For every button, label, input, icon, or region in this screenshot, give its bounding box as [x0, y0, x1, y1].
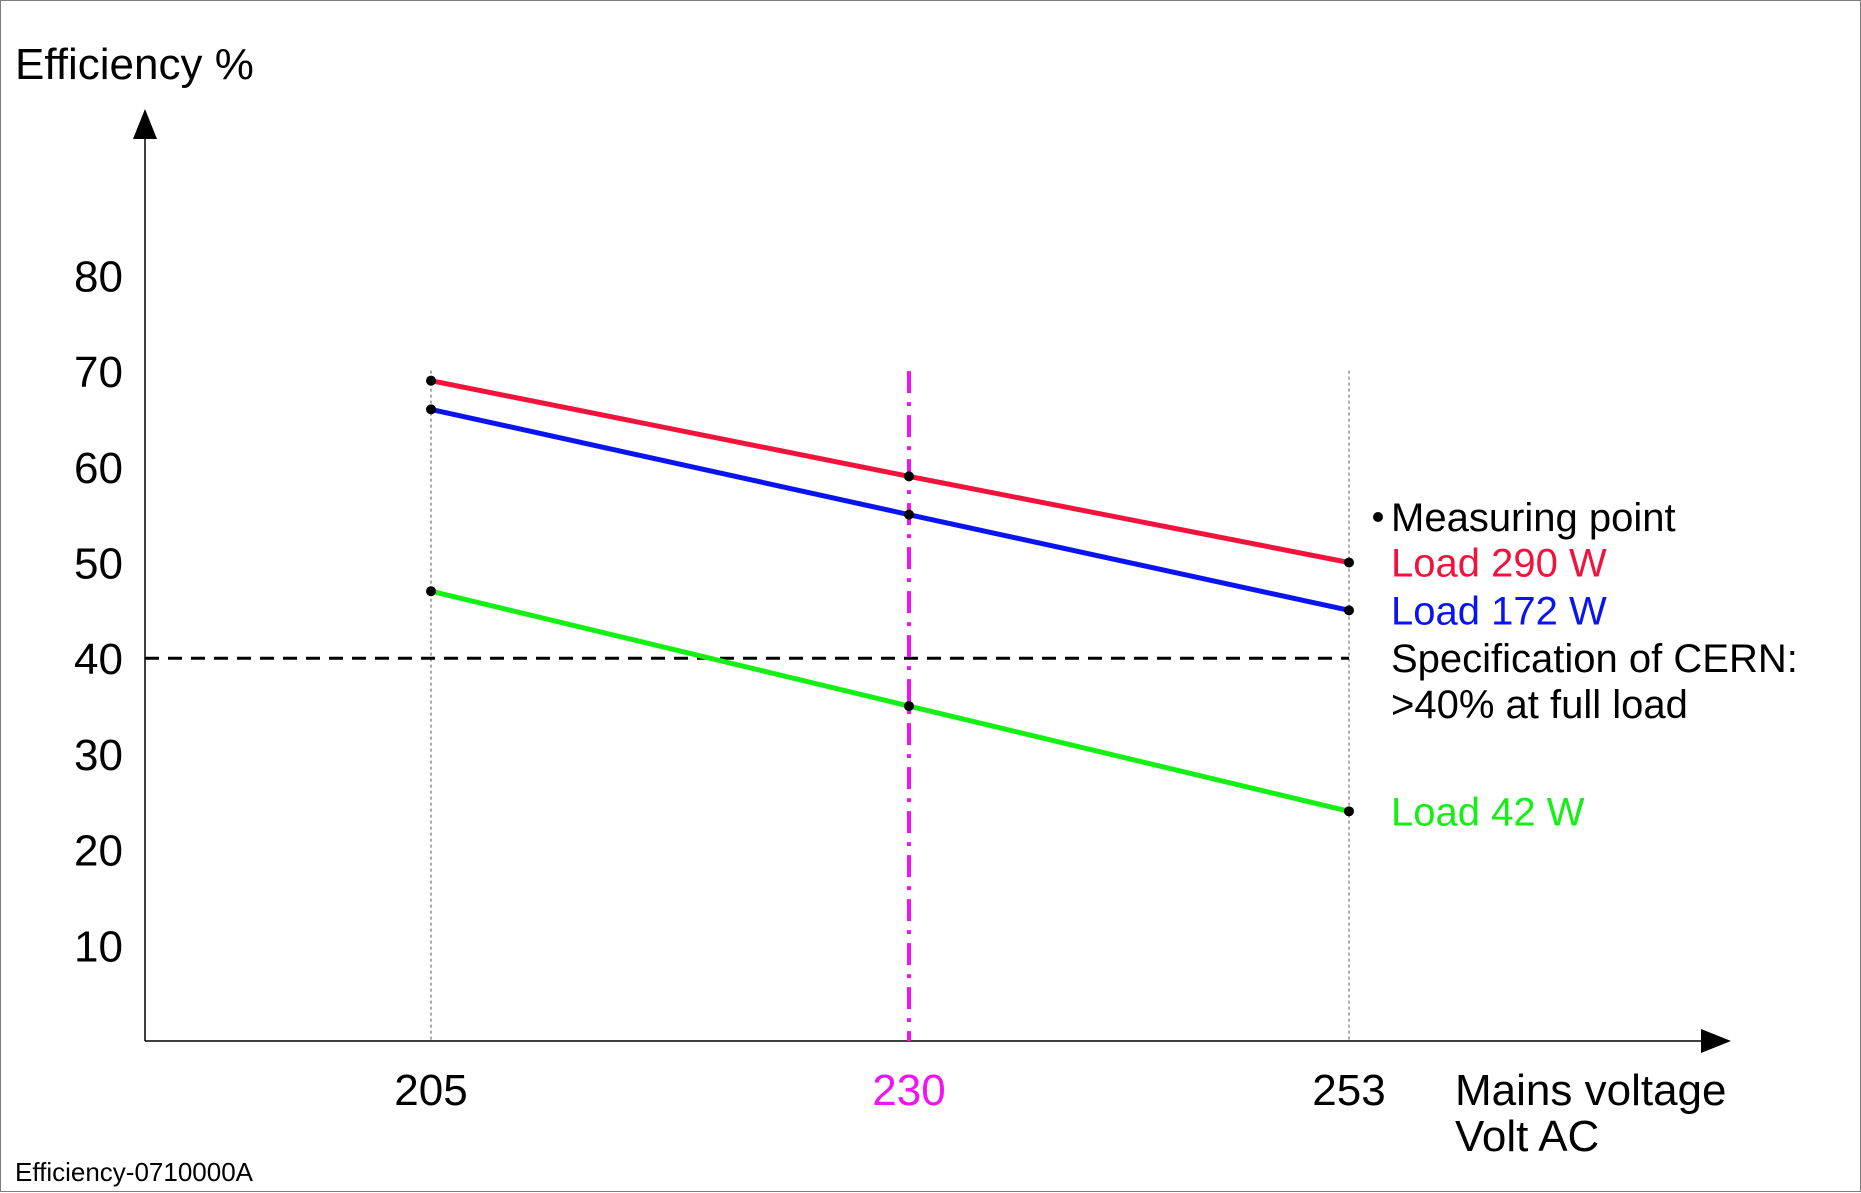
x-tick-label-205: 205: [394, 1066, 467, 1115]
y-axis-title: Efficiency %: [15, 40, 254, 89]
series-line-2: [430, 588, 1350, 814]
data-point-s2-230: [904, 701, 914, 712]
data-point-s2-253: [1344, 806, 1354, 817]
x-axis-arrow-icon: [1701, 1029, 1731, 1053]
y-tick-label-10: 10: [74, 922, 123, 971]
x-tick-label-230: 230: [872, 1066, 945, 1115]
series-line-0: [430, 378, 1350, 565]
x-axis-title-line-1: Volt AC: [1455, 1112, 1599, 1161]
measuring-point-marker-icon: [1373, 512, 1383, 522]
y-axis-arrow-icon: [133, 109, 157, 139]
data-point-s0-230: [904, 471, 914, 482]
data-point-s0-253: [1344, 557, 1354, 568]
reference-label-line-1: >40% at full load: [1391, 683, 1688, 727]
legend-measuring-point: Measuring point: [1391, 496, 1676, 540]
data-point-s0-205: [426, 375, 436, 386]
y-tick-label-40: 40: [74, 635, 123, 684]
x-axis-title-line-0: Mains voltage: [1455, 1066, 1726, 1115]
y-tick-label-80: 80: [74, 252, 123, 301]
legend-series-1: Load 172 W: [1391, 589, 1607, 633]
data-point-s1-253: [1344, 605, 1354, 616]
data-point-s1-205: [426, 404, 436, 415]
y-tick-label-50: 50: [74, 540, 123, 589]
legend-series-2: Load 42 W: [1391, 790, 1585, 834]
y-tick-label-20: 20: [74, 827, 123, 876]
y-tick-label-30: 30: [74, 731, 123, 780]
x-tick-label-253: 253: [1312, 1066, 1385, 1115]
series-line-1: [430, 406, 1350, 613]
y-tick-label-70: 70: [74, 348, 123, 397]
y-tick-label-60: 60: [74, 444, 123, 493]
data-point-s1-230: [904, 509, 914, 520]
reference-label-line-0: Specification of CERN:: [1391, 637, 1798, 681]
legend-series-0: Load 290 W: [1391, 542, 1607, 586]
data-point-s2-205: [426, 586, 436, 597]
figure-id: Efficiency-0710000A: [15, 1157, 254, 1187]
